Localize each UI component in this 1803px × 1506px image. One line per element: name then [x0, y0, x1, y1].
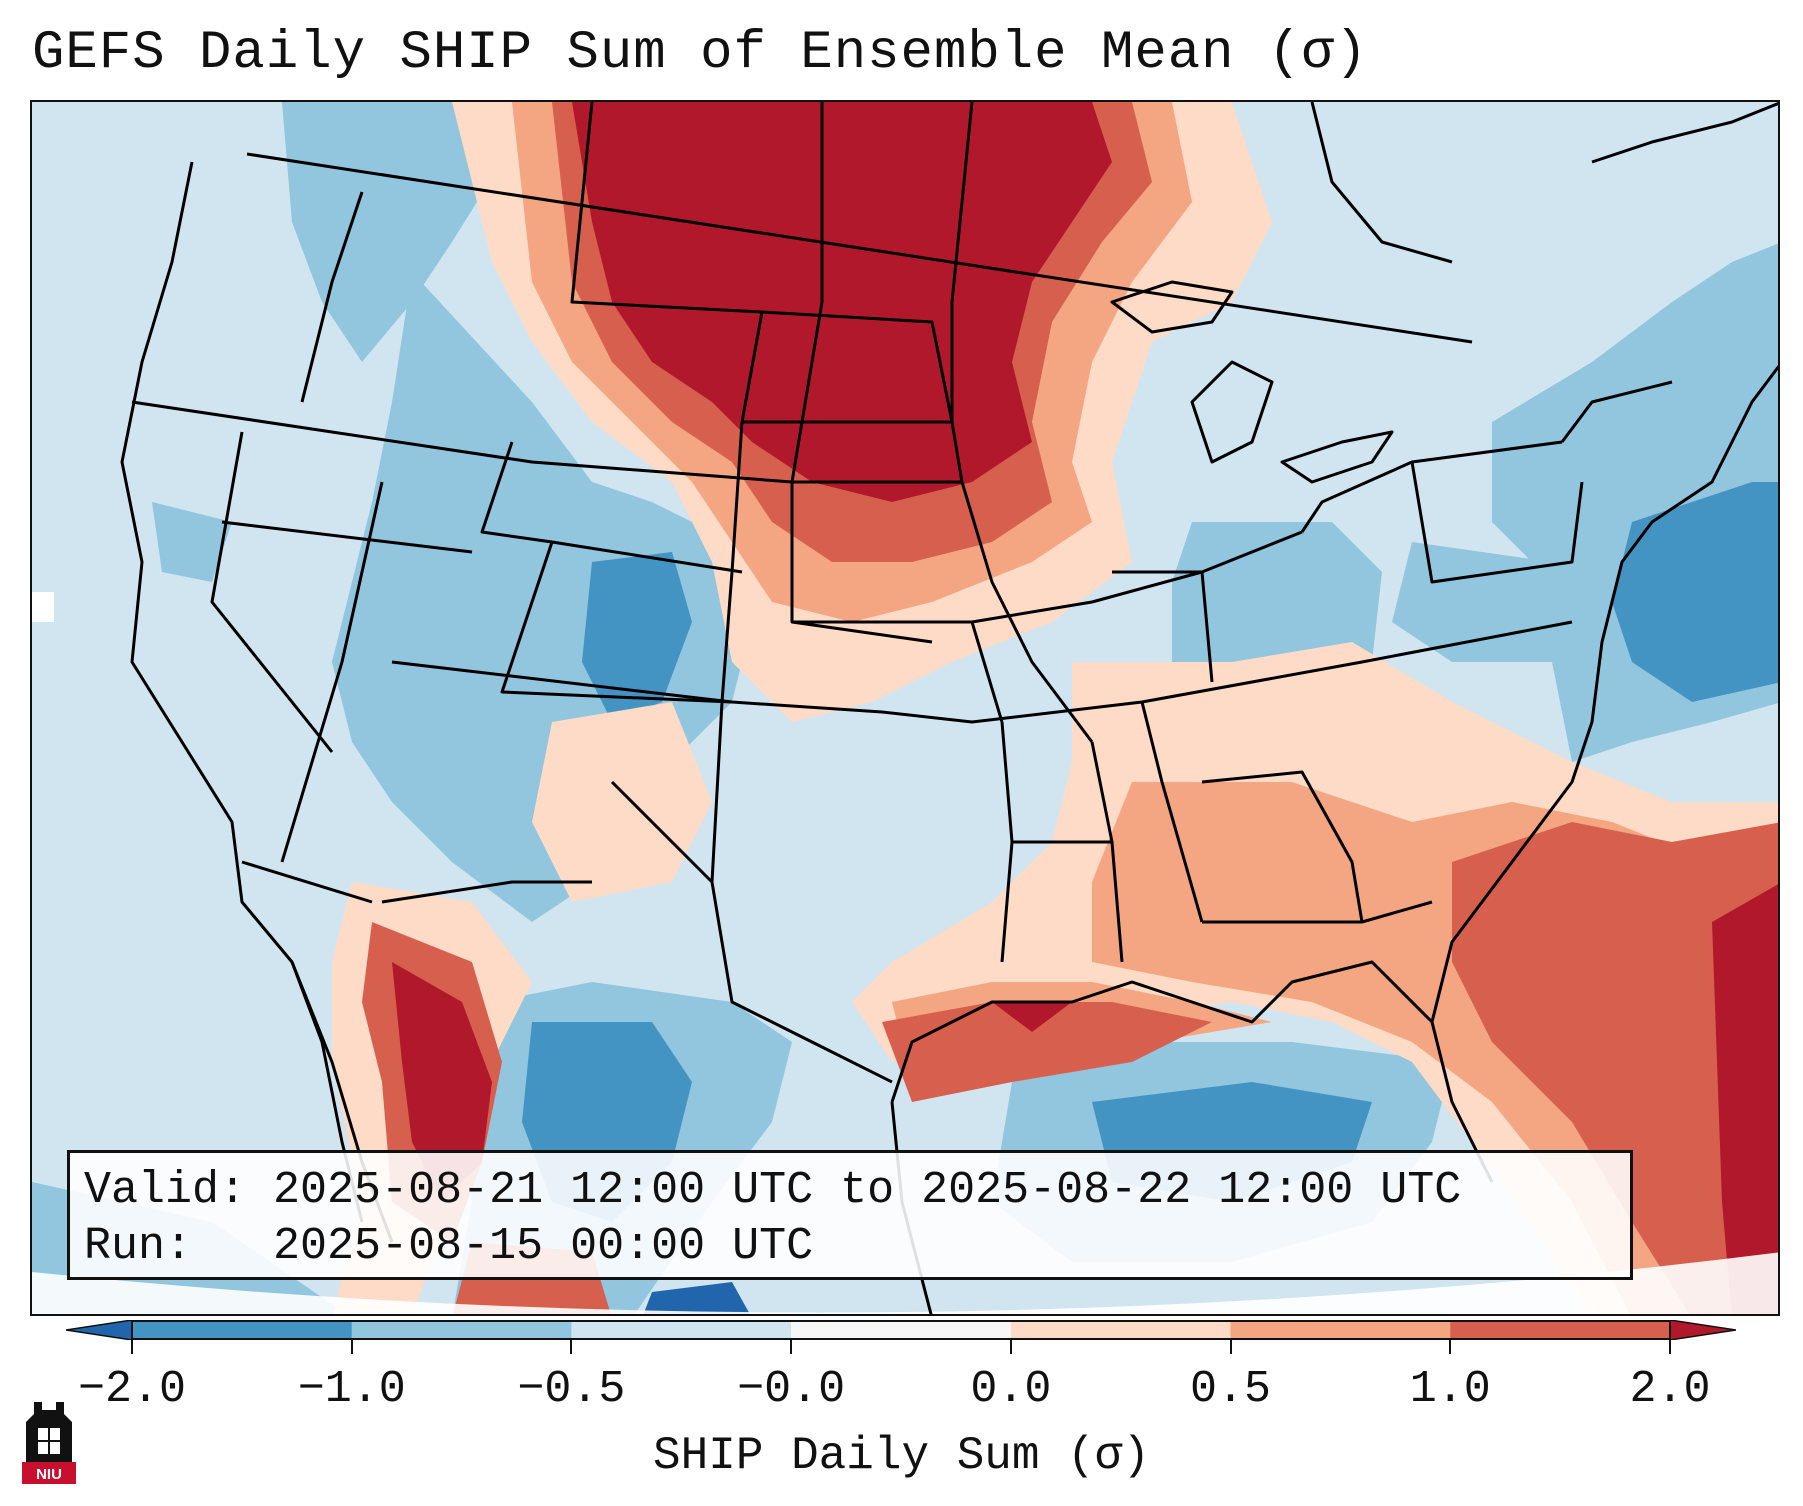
- colorbar-extend-low: [66, 1320, 133, 1340]
- colorbar-label: SHIP Daily Sum (σ): [653, 1430, 1150, 1482]
- boundary-line: [391, 660, 1143, 724]
- east-coast: [1430, 364, 1778, 1023]
- great-lakes: [1110, 280, 1234, 334]
- colorbar-bin: [1230, 1320, 1451, 1340]
- deep-red-region: [392, 962, 492, 1202]
- missing-data-cell: [32, 592, 54, 622]
- mid-blue-region: [582, 552, 692, 722]
- red-region: [1452, 822, 1778, 1314]
- great-lakes: [1190, 360, 1274, 464]
- boundary-line: [300, 191, 364, 403]
- boundary-line: [971, 530, 1303, 624]
- boundary-line: [480, 441, 743, 574]
- colorbar-tick-label: 0.0: [970, 1364, 1052, 1415]
- boundary-line: [221, 520, 473, 554]
- colorbar-tick-mark: [570, 1340, 573, 1354]
- boundary-line: [280, 481, 384, 863]
- boundary-line: [1410, 461, 1584, 584]
- colorbar-extend-high: [1669, 1320, 1736, 1340]
- colorbar-tick-mark: [1669, 1340, 1671, 1354]
- colorbar-bin: [132, 1320, 353, 1340]
- state-boundaries: [131, 102, 1673, 1084]
- boundary-line: [710, 571, 734, 883]
- run-line: Run: 2025-08-15 00:00 UTC: [84, 1219, 1616, 1275]
- outside-projection: [32, 1252, 1778, 1314]
- boundary-line: [131, 400, 962, 484]
- deep-red-region: [572, 102, 1112, 502]
- colorbar-tick-label: −2.0: [77, 1364, 187, 1415]
- hudson-area: [1310, 102, 1453, 264]
- logo-text: NIU: [36, 1466, 62, 1483]
- colorbar: [66, 1320, 1736, 1340]
- colorbar-tick-label: 2.0: [1629, 1364, 1711, 1415]
- boundary-line: [246, 152, 1473, 344]
- map-frame: [30, 100, 1780, 1316]
- blue-region: [152, 502, 232, 582]
- boundary-line: [1140, 701, 1204, 923]
- logo-window-bar: [38, 1440, 60, 1442]
- valid-run-info-box: Valid: 2025-08-21 12:00 UTC to 2025-08-2…: [67, 1150, 1633, 1280]
- boundary-line: [1560, 380, 1673, 443]
- run-value: 2025-08-15 00:00 UTC: [273, 1221, 814, 1272]
- colorbar-bin: [351, 1320, 572, 1340]
- colorbar-border: [131, 1320, 1671, 1340]
- valid-line: Valid: 2025-08-21 12:00 UTC to 2025-08-2…: [84, 1163, 1616, 1219]
- colorbar-ticks: −2.0 −1.0 −0.5 −0.0 0.0 0.5 1.0 2.0: [0, 1340, 1803, 1415]
- boundary-line: [1202, 900, 1433, 924]
- dark-blue-region: [643, 1282, 750, 1314]
- mid-blue-region: [1612, 482, 1778, 702]
- boundary-line: [381, 880, 592, 904]
- colorbar-tick-label: 0.5: [1190, 1364, 1272, 1415]
- colorbar-tick-mark: [1229, 1340, 1232, 1354]
- colorbar-tick-label: 1.0: [1409, 1364, 1491, 1415]
- colorbar-bin: [1010, 1320, 1232, 1340]
- boundary-line: [1112, 570, 1214, 683]
- boundary-line: [1090, 741, 1114, 843]
- boundary-line: [1300, 440, 1563, 533]
- colorbar-bin: [791, 1320, 1012, 1340]
- deep-red-region: [992, 1002, 1072, 1032]
- valid-label: Valid:: [84, 1165, 247, 1216]
- colorbar-tick-label: −0.5: [517, 1364, 626, 1415]
- colorbar-tick-mark: [350, 1340, 353, 1354]
- logo-base: [22, 1462, 76, 1484]
- boundary-line: [500, 541, 733, 704]
- west-coast: [120, 161, 394, 1243]
- colorbar-bin: [571, 1320, 792, 1340]
- boundary-line: [241, 860, 373, 904]
- chart-title: GEFS Daily SHIP Sum of Ensemble Mean (σ): [32, 23, 1369, 84]
- colorbar-tick-mark: [1449, 1340, 1452, 1354]
- valid-value: 2025-08-21 12:00 UTC to 2025-08-22 12:00…: [273, 1165, 1462, 1216]
- boundary-line: [210, 431, 334, 753]
- light-salmon-region: [532, 702, 712, 902]
- boundary-line: [610, 780, 893, 1084]
- colorbar-tick-mark: [790, 1340, 793, 1354]
- boundary-line: [761, 310, 954, 423]
- red-region: [882, 1002, 1212, 1102]
- niu-logo: NIU: [20, 1392, 78, 1486]
- gulf-coast: [890, 960, 1494, 1183]
- deep-red-region: [1712, 884, 1778, 1314]
- anomaly-map: [32, 102, 1778, 1314]
- run-label: Run:: [84, 1221, 193, 1272]
- colorbar-bin: [1450, 1320, 1671, 1340]
- boundary-line: [1201, 770, 1364, 923]
- boundary-line: [1141, 620, 1573, 704]
- colorbar-tick-label: −0.0: [737, 1364, 846, 1415]
- colorbar-tick-label: −1.0: [297, 1364, 406, 1415]
- great-lakes: [1280, 430, 1394, 484]
- boundary-line: [790, 102, 933, 644]
- boundary-line: [950, 102, 1094, 743]
- colorbar-tick-mark: [131, 1340, 133, 1354]
- canada-coast: [1591, 102, 1778, 164]
- colorbar-tick-mark: [1009, 1340, 1012, 1354]
